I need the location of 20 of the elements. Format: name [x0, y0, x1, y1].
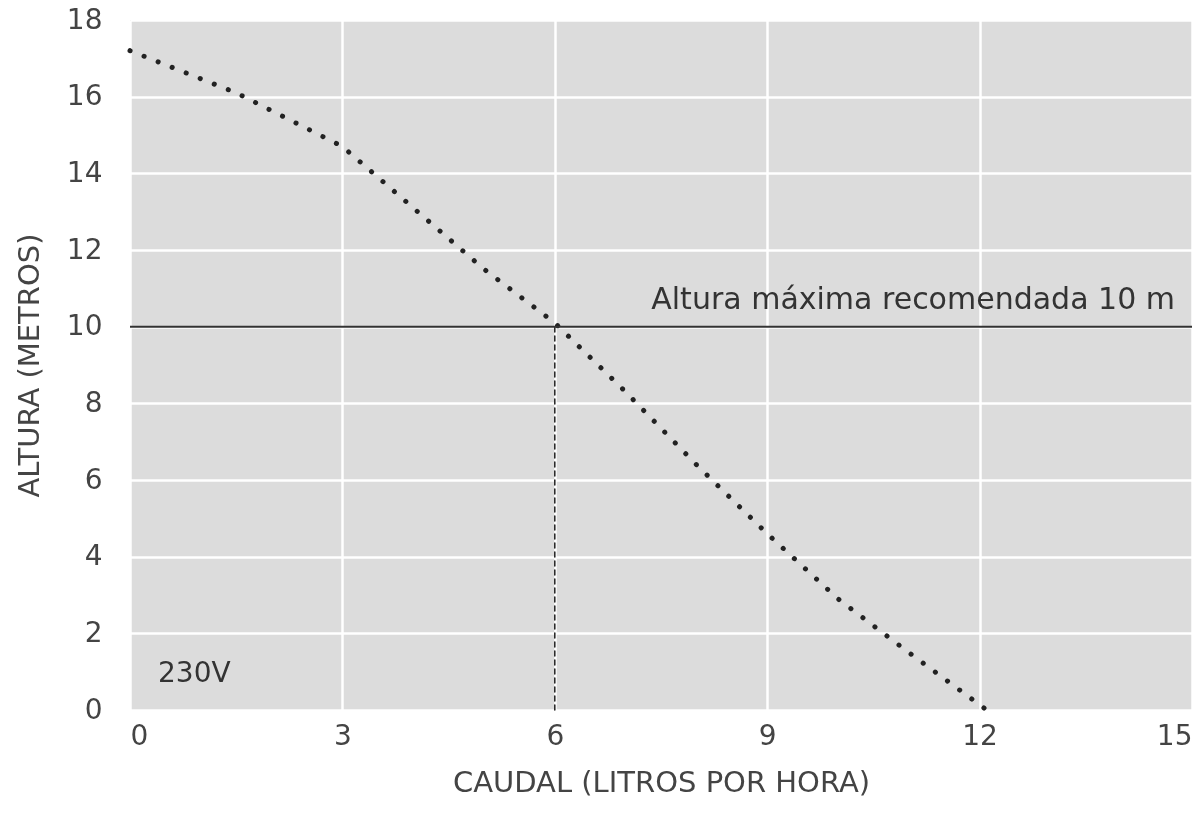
x-axis-title: CAUDAL (LITROS POR HORA) — [452, 764, 871, 799]
y-tick-label: 16 — [66, 79, 103, 113]
x-tick-label: 9 — [758, 718, 777, 752]
y-tick-label: 18 — [66, 2, 103, 36]
x-tick-label: 6 — [546, 718, 565, 752]
y-tick-label: 4 — [84, 539, 103, 573]
x-tick-label: 15 — [1156, 718, 1193, 752]
annotation: 230V — [158, 656, 231, 689]
y-tick-label: 6 — [84, 462, 103, 496]
y-tick-label: 0 — [84, 692, 103, 726]
y-tick-label: 12 — [66, 232, 103, 266]
y-tick-label: 14 — [66, 155, 103, 189]
y-tick-label: 10 — [66, 309, 103, 343]
x-tick-label: 0 — [130, 718, 149, 752]
ref-line-label: Altura máxima recomendada 10 m — [651, 280, 1175, 316]
x-tick-label: 12 — [962, 718, 998, 752]
y-axis-title: ALTURA (METROS) — [11, 233, 46, 498]
x-tick-label: 3 — [333, 718, 352, 752]
y-tick-label: 8 — [84, 385, 103, 419]
y-tick-label: 2 — [84, 615, 103, 649]
